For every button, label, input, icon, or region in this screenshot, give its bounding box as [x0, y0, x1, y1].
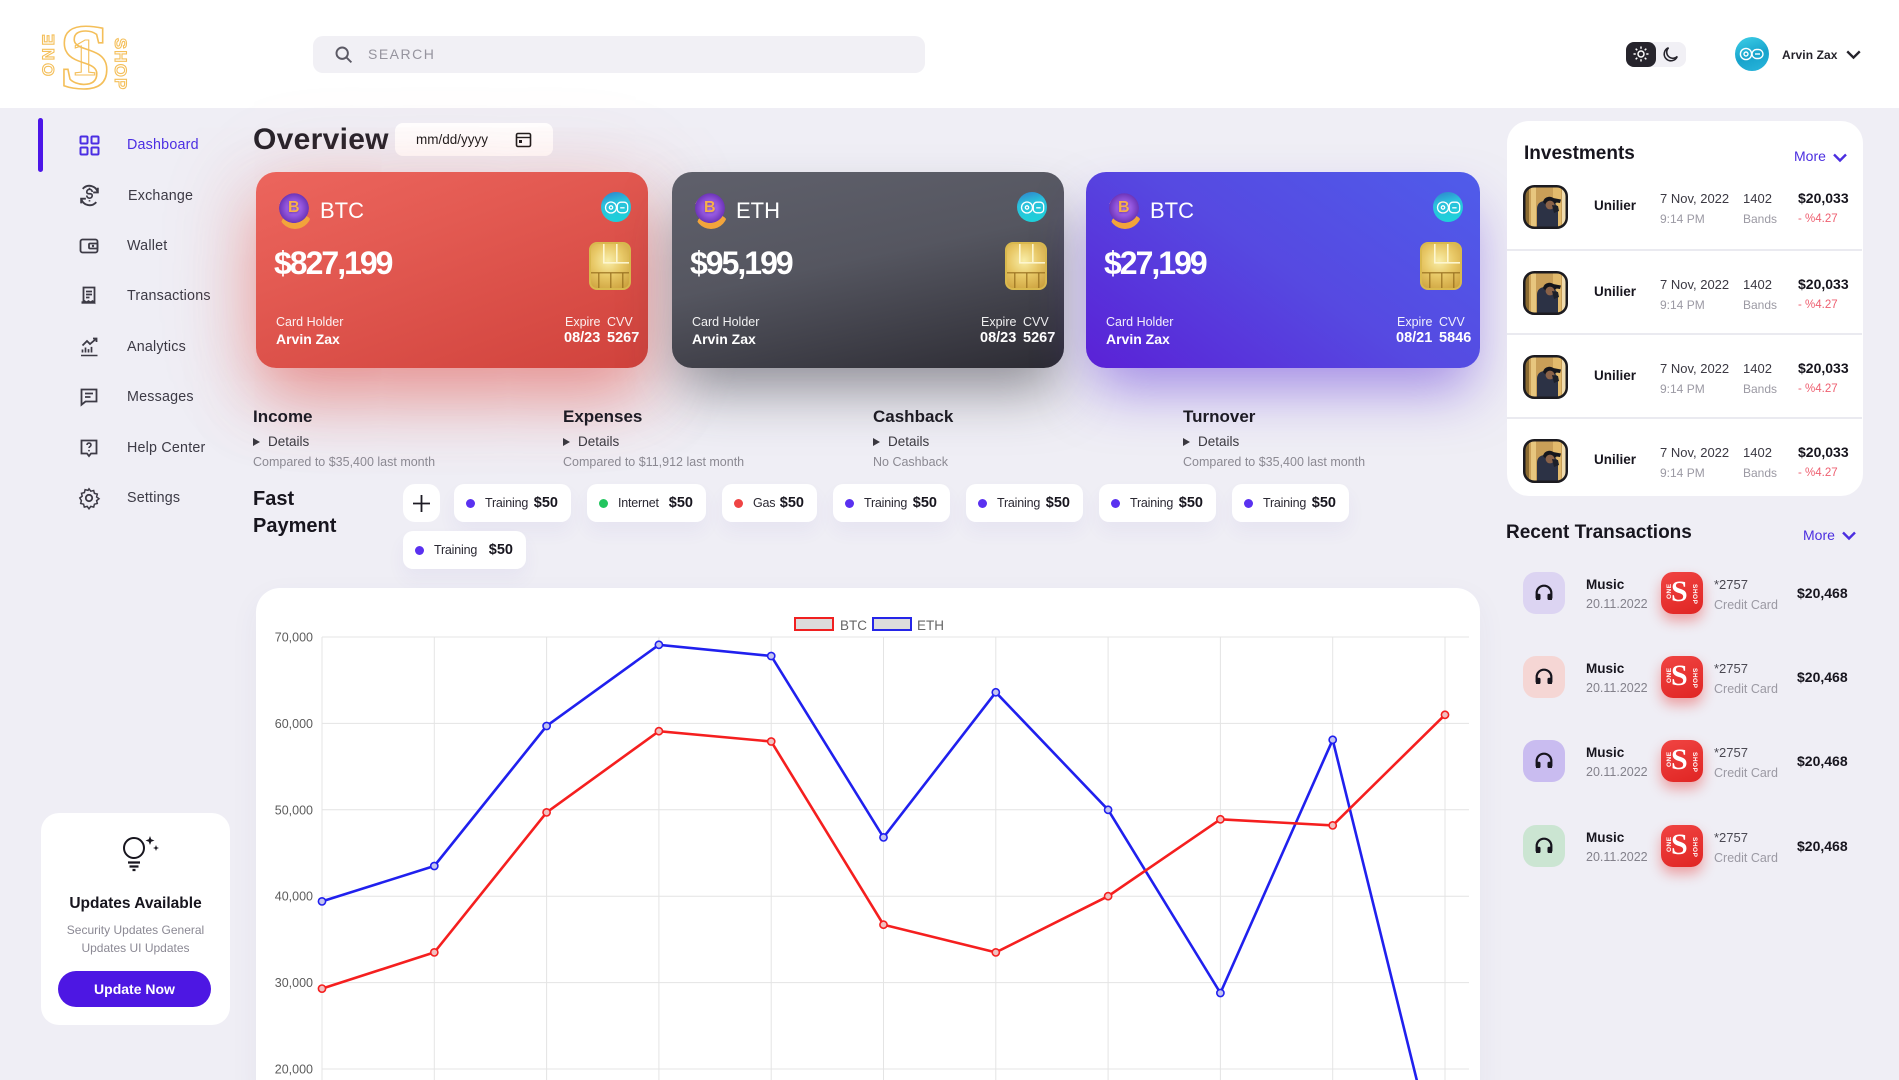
svg-text:1: 1 [71, 29, 98, 87]
svg-text:30,000: 30,000 [275, 976, 313, 990]
svg-text:60,000: 60,000 [275, 717, 313, 731]
svg-text:50,000: 50,000 [275, 803, 313, 817]
svg-text:20,000: 20,000 [275, 1063, 313, 1077]
svg-text:70,000: 70,000 [275, 631, 313, 645]
svg-text:ONE: ONE [40, 31, 58, 76]
svg-text:40,000: 40,000 [275, 890, 313, 904]
svg-text:S: S [59, 6, 111, 109]
svg-text:SHOP: SHOP [111, 38, 129, 91]
